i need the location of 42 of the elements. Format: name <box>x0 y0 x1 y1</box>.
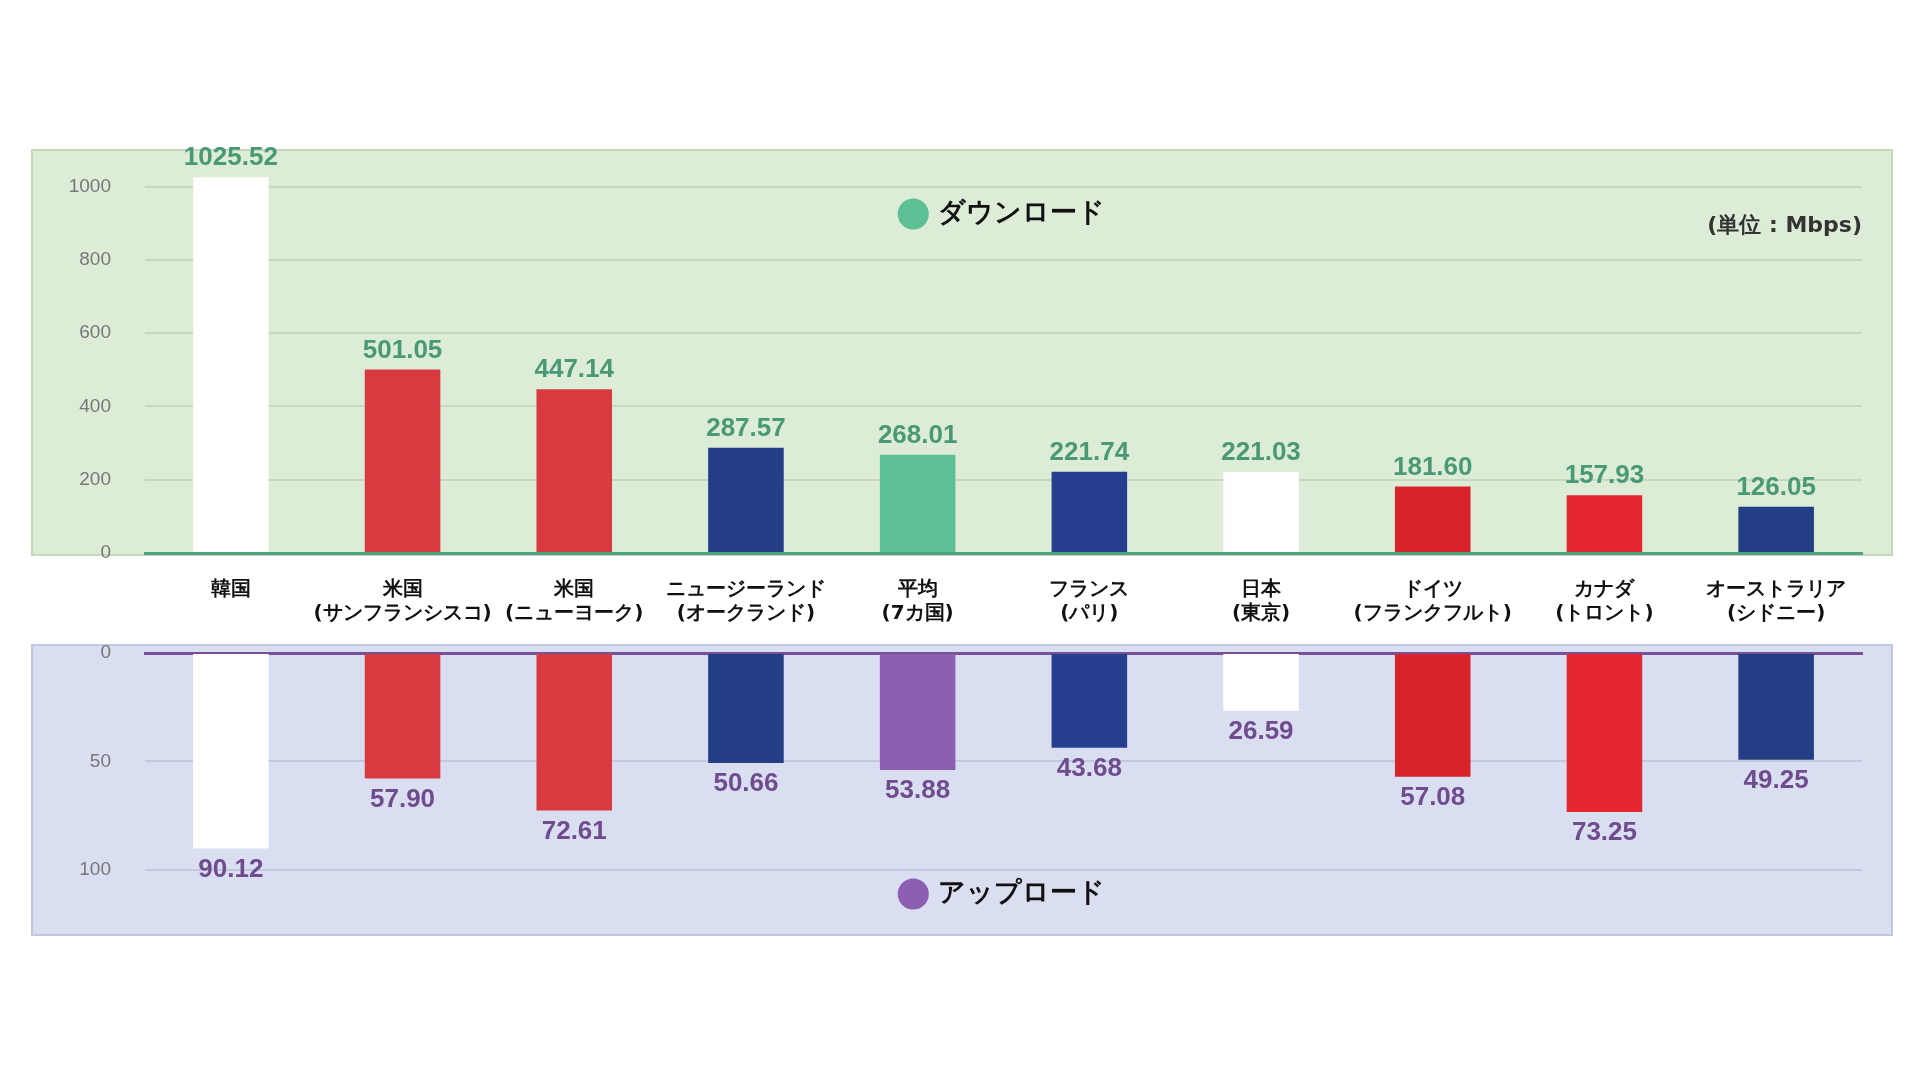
data-label: 268.01 <box>877 418 958 449</box>
data-label: 26.59 <box>1228 714 1294 745</box>
legend-label: ダウンロード <box>937 196 1105 228</box>
legend-label: アップロード <box>937 876 1105 908</box>
x-tick-label: 韓国 <box>210 576 251 601</box>
y-tick-label: 50 <box>89 749 111 771</box>
y-tick-label: 400 <box>79 394 111 416</box>
annotation: (単位 : Mbps) <box>1707 211 1862 237</box>
data-label: 53.88 <box>885 774 951 805</box>
x-tick-label: フランス (パリ) <box>1049 576 1130 625</box>
data-label: 157.93 <box>1564 459 1645 490</box>
data-label: 501.05 <box>362 333 443 364</box>
data-label: 73.25 <box>1571 816 1637 847</box>
x-tick-label: カナダ (トロント) <box>1555 576 1654 625</box>
data-label: 90.12 <box>198 852 264 883</box>
x-tick-label: ドイツ (フランクフルト) <box>1353 576 1512 625</box>
data-label: 181.60 <box>1392 450 1473 481</box>
x-tick-label: オーストラリア (シドニー) <box>1706 576 1847 625</box>
data-label: 447.14 <box>534 353 615 384</box>
data-label: 57.90 <box>370 782 436 813</box>
data-label: 221.03 <box>1221 436 1301 467</box>
data-label: 1025.52 <box>183 141 278 172</box>
y-tick-label: 200 <box>79 467 111 489</box>
x-tick-label: 米国 (サンフランシスコ) <box>313 576 492 625</box>
data-label: 49.25 <box>1743 764 1809 795</box>
y-tick-label: 1000 <box>68 174 111 196</box>
data-label: 50.66 <box>713 767 779 798</box>
x-tick-label: 日本 (東京) <box>1231 576 1291 625</box>
y-tick-label: 0 <box>100 541 111 563</box>
y-tick-label: 0 <box>100 641 111 663</box>
x-tick-label: ニュージーランド (オークランド) <box>665 576 826 625</box>
x-tick-label: 平均 (7カ国) <box>881 576 954 625</box>
y-tick-label: 100 <box>79 858 111 880</box>
data-label: 57.08 <box>1400 780 1466 811</box>
y-tick-label: 600 <box>79 321 111 343</box>
data-label: 287.57 <box>706 411 786 442</box>
data-label: 126.05 <box>1736 470 1816 501</box>
data-label: 72.61 <box>541 814 607 845</box>
data-label: 221.74 <box>1049 435 1130 466</box>
x-tick-label: 米国 (ニューヨーク) <box>505 576 644 625</box>
y-tick-label: 800 <box>79 248 111 270</box>
data-label: 43.68 <box>1056 751 1122 782</box>
